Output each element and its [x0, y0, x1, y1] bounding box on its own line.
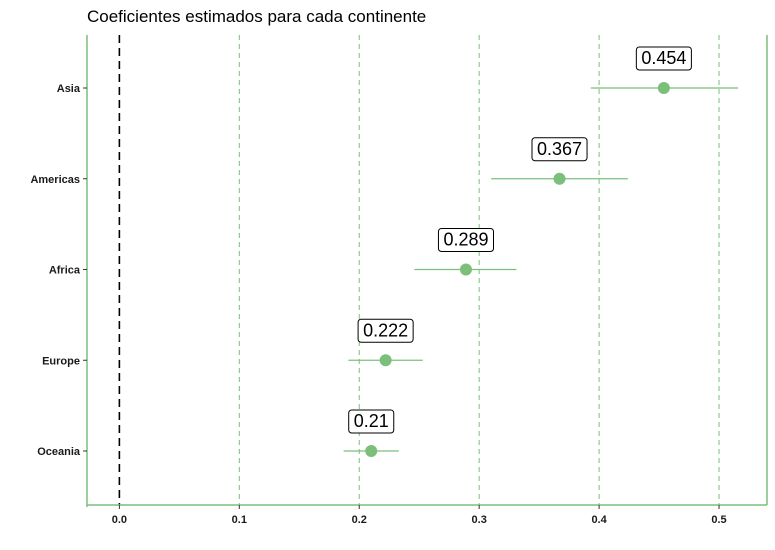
x-tick-label-1: 0.1: [232, 514, 247, 526]
category-labels: Asia Americas Africa Europe Oceania: [30, 83, 80, 458]
category-label-asia: Asia: [57, 83, 81, 95]
point-americas: [553, 172, 566, 185]
value-label-americas: 0.367: [531, 137, 588, 162]
value-label-oceania: 0.21: [348, 409, 395, 434]
x-tick-labels: 0.0 0.1 0.2 0.3 0.4 0.5: [112, 514, 727, 526]
value-label-box-europe: [357, 318, 414, 343]
x-tick-label-0: 0.0: [112, 514, 127, 526]
value-labels: 0.454 0.367 0.289 0.222 0.21: [348, 46, 692, 434]
value-label-text-asia: 0.454: [641, 48, 686, 68]
chart-title: Coeficientes estimados para cada contine…: [87, 7, 426, 26]
category-label-americas: Americas: [30, 174, 80, 186]
category-label-europe: Europe: [42, 355, 80, 367]
value-label-asia: 0.454: [635, 46, 692, 71]
value-label-box-oceania: [348, 409, 395, 434]
x-tick-label-5: 0.5: [711, 514, 726, 526]
value-label-box-americas: [531, 137, 588, 162]
value-label-text-oceania: 0.21: [354, 411, 389, 431]
axes: [83, 35, 768, 509]
x-tick-label-3: 0.3: [472, 514, 487, 526]
value-label-africa: 0.289: [437, 228, 495, 252]
value-label-text-americas: 0.367: [537, 139, 582, 159]
value-label-box-asia: [635, 46, 692, 71]
x-tick-label-2: 0.2: [352, 514, 367, 526]
value-label-box-africa: [437, 228, 495, 252]
point-europe: [379, 354, 392, 367]
point-asia: [657, 82, 670, 94]
category-label-africa: Africa: [49, 265, 81, 277]
value-label-text-africa: 0.289: [443, 230, 488, 250]
category-label-oceania: Oceania: [37, 446, 81, 458]
estimate-points: [365, 82, 670, 457]
value-label-text-europe: 0.222: [363, 320, 408, 340]
value-label-europe: 0.222: [357, 318, 414, 343]
point-africa: [459, 263, 472, 276]
x-tick-label-4: 0.4: [591, 514, 607, 526]
point-oceania: [365, 445, 378, 457]
